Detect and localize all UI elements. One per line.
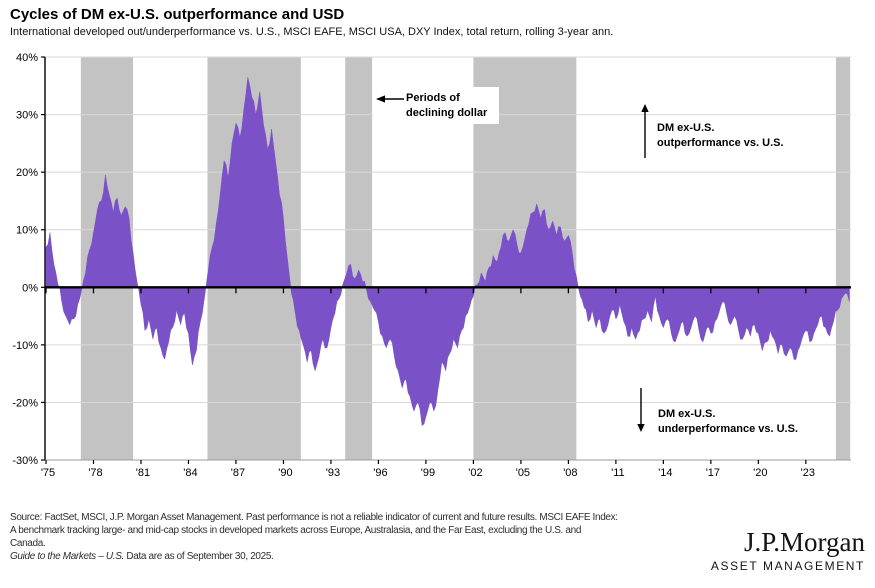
x-axis-label: '99 [421, 467, 435, 479]
x-axis-label: '90 [278, 467, 292, 479]
declining-dollar-band [835, 57, 851, 460]
x-axis-label: '93 [326, 467, 340, 479]
asset-management-label: ASSET MANAGEMENT [710, 559, 865, 573]
y-axis-label: 40% [16, 52, 38, 64]
y-axis-label: -10% [12, 340, 38, 352]
annotation-line: underperformance vs. U.S. [658, 423, 798, 435]
jpmorgan-logo: J.P.Morgan ASSET MANAGEMENT [711, 528, 865, 573]
annotation-line: DM ex-U.S. [657, 122, 715, 134]
up-arrow-head [641, 104, 649, 112]
x-axis-label: '05 [516, 467, 530, 479]
x-axis-label: '81 [136, 467, 150, 479]
y-axis-label: 0% [22, 282, 38, 294]
performance-chart: 40% 30% 20% 10% 0% -10% -20% -30%'75 '78 '81 '84 '8… [12, 52, 851, 479]
annotation-underperformance: DM ex-U.S. underperformance vs. U.S. [658, 407, 798, 437]
jpmorgan-brand-wordmark: J.P.Morgan [743, 527, 865, 557]
annotation-line: Periods of [406, 92, 460, 104]
performance-area [45, 77, 850, 426]
x-axis-label: '75 [41, 467, 55, 479]
left-arrow-head [376, 95, 385, 103]
x-axis-label: '08 [563, 467, 577, 479]
y-axis-label: 10% [16, 225, 38, 237]
source-line: Canada. [10, 538, 46, 549]
annotation-outperformance: DM ex-U.S. outperformance vs. U.S. [657, 121, 784, 151]
x-axis-label: '78 [88, 467, 102, 479]
y-axis-label: -20% [12, 397, 38, 409]
annotation-backing [373, 87, 499, 124]
source-line: A benchmark tracking large- and mid-cap … [10, 525, 582, 536]
gtm-title: Guide to the Markets – U.S. [10, 551, 124, 562]
source-line: Source: FactSet, MSCI, J.P. Morgan Asset… [10, 512, 618, 523]
y-axis-label: -30% [12, 455, 38, 467]
x-axis-label: '96 [373, 467, 387, 479]
declining-dollar-band [345, 57, 373, 460]
chart-title: Cycles of DM ex-U.S. outperformance and … [10, 6, 345, 23]
x-axis-label: '20 [753, 467, 767, 479]
x-axis-label: '23 [801, 467, 815, 479]
x-axis-label: '02 [468, 467, 482, 479]
data-as-of: Data are as of September 30, 2025. [123, 551, 274, 562]
source-note: Source: FactSet, MSCI, J.P. Morgan Asset… [10, 511, 730, 563]
x-axis-label: '87 [231, 467, 245, 479]
x-axis-label: '11 [611, 467, 625, 479]
x-axis-label: '84 [183, 467, 197, 479]
annotation-declining-dollar: Periods of declining dollar [406, 91, 487, 121]
y-axis-label: 30% [16, 110, 38, 122]
annotation-line: outperformance vs. U.S. [657, 137, 784, 149]
x-axis-label: '17 [706, 467, 720, 479]
annotation-line: DM ex-U.S. [658, 408, 716, 420]
chart-subtitle: International developed out/underperform… [10, 26, 614, 38]
y-axis-label: 20% [16, 167, 38, 179]
x-axis-label: '14 [658, 467, 672, 479]
down-arrow-head [637, 424, 645, 432]
annotation-line: declining dollar [406, 107, 488, 119]
source-line: Guide to the Markets – U.S. Data are as … [10, 550, 730, 563]
